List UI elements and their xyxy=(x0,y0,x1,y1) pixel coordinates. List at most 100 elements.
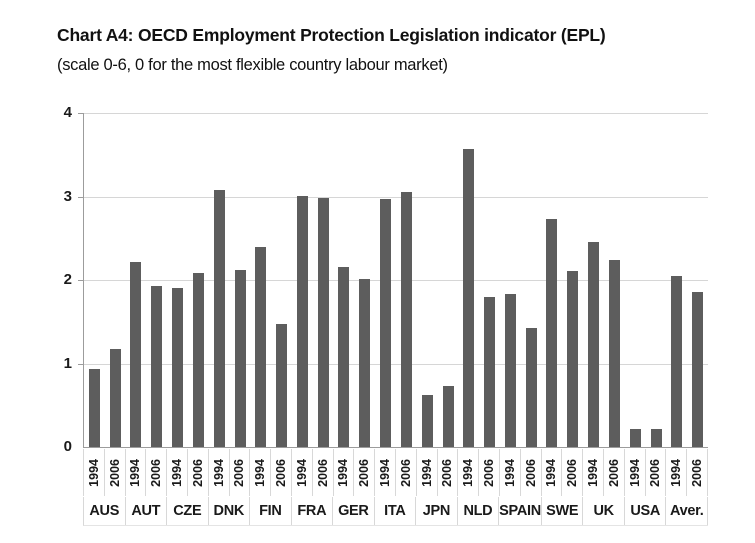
bar-cze-1994 xyxy=(171,288,183,447)
year-label-cell: 2006 xyxy=(438,449,459,496)
year-label-cell: 1994 xyxy=(542,449,563,496)
country-label-nld: NLD xyxy=(458,497,500,525)
year-label-cell: 2006 xyxy=(230,449,251,496)
year-label-cell: 1994 xyxy=(583,449,604,496)
gridline-3 xyxy=(84,196,708,198)
country-label-aus: AUS xyxy=(84,497,126,525)
y-axis-tick xyxy=(78,113,83,114)
year-label-cell: 1994 xyxy=(500,449,521,496)
year-label-cell: 1994 xyxy=(84,449,105,496)
year-label: 2006 xyxy=(440,458,455,487)
year-label-cell: 2006 xyxy=(188,449,209,496)
year-label-cell: 2006 xyxy=(521,449,542,496)
bar-fra-1994 xyxy=(296,195,308,447)
year-label: 2006 xyxy=(398,458,413,487)
bar-fin-2006 xyxy=(276,324,288,447)
bar-group-usa xyxy=(625,113,667,447)
year-label-cell: 1994 xyxy=(666,449,688,496)
bar-group-aus xyxy=(84,113,126,447)
year-label-cell: 1994 xyxy=(417,449,438,496)
year-label: 1994 xyxy=(253,458,268,487)
year-label: 2006 xyxy=(107,458,122,487)
year-label-cell: 1994 xyxy=(625,449,646,496)
bar-group-uk xyxy=(583,113,625,447)
year-label: 2006 xyxy=(190,458,205,487)
year-label-cell: 2006 xyxy=(313,449,334,496)
gridline-4 xyxy=(84,113,708,114)
gridline-1 xyxy=(84,363,708,365)
year-label-cell: 1994 xyxy=(209,449,230,496)
country-label-ita: ITA xyxy=(375,497,417,525)
year-label: 1994 xyxy=(586,458,601,487)
year-label: 2006 xyxy=(523,458,538,487)
year-label-cell: 2006 xyxy=(396,449,417,496)
year-label-cell: 1994 xyxy=(334,449,355,496)
bar-ger-1994 xyxy=(338,267,350,447)
year-label: 1994 xyxy=(336,458,351,487)
year-label-cell: 2006 xyxy=(687,449,708,496)
year-label-cell: 2006 xyxy=(354,449,376,496)
country-label-aut: AUT xyxy=(126,497,168,525)
y-tick-label-1: 1 xyxy=(63,354,72,372)
bar-group-ger xyxy=(334,113,376,447)
year-label: 1994 xyxy=(669,458,684,487)
year-label-cell: 1994 xyxy=(167,449,188,496)
bar-group-swe xyxy=(542,113,584,447)
bar-aut-1994 xyxy=(130,262,142,447)
country-label-dnk: DNK xyxy=(209,497,251,525)
bar-uk-1994 xyxy=(587,241,599,447)
year-label: 1994 xyxy=(461,458,476,487)
year-label-cell: 2006 xyxy=(604,449,625,496)
year-label: 2006 xyxy=(482,458,497,487)
bar-group-fin xyxy=(250,113,292,447)
year-label: 2006 xyxy=(565,458,580,487)
year-label-cell: 2006 xyxy=(479,449,500,496)
bar-fin-1994 xyxy=(255,246,267,447)
bar-group-dnk xyxy=(209,113,251,447)
bar-dnk-2006 xyxy=(234,269,246,447)
bar-usa-2006 xyxy=(650,429,662,447)
y-tick-label-4: 4 xyxy=(63,104,72,121)
year-label-cell: 1994 xyxy=(375,449,396,496)
year-label: 1994 xyxy=(170,458,185,487)
bar-usa-1994 xyxy=(629,429,641,447)
bar-spain-2006 xyxy=(525,328,537,447)
year-label-cell: 1994 xyxy=(292,449,313,496)
country-label-fin: FIN xyxy=(250,497,292,525)
bar-swe-2006 xyxy=(567,270,579,447)
bar-aver-2006 xyxy=(692,291,704,447)
x-axis-year-labels: 1994 2006 1994 2006 1994 2006 1994 2006 1994 2006… xyxy=(83,449,708,496)
bar-jpn-1994 xyxy=(421,395,433,447)
bar-ger-2006 xyxy=(359,279,371,447)
year-label: 2006 xyxy=(357,458,372,487)
bar-group-aut xyxy=(126,113,168,447)
bar-aus-1994 xyxy=(88,368,100,447)
bar-group-jpn xyxy=(417,113,459,447)
year-label-cell: 1994 xyxy=(126,449,147,496)
y-axis-tick xyxy=(78,196,83,198)
year-label: 2006 xyxy=(149,458,164,487)
bar-aut-2006 xyxy=(151,285,163,447)
bar-group-spain xyxy=(500,113,542,447)
year-label: 1994 xyxy=(544,458,559,487)
bar-swe-1994 xyxy=(546,219,558,447)
bar-nld-2006 xyxy=(484,296,496,447)
country-label-cze: CZE xyxy=(167,497,209,525)
gridline-2 xyxy=(84,280,708,281)
plot-area xyxy=(83,113,708,448)
y-tick-label-2: 2 xyxy=(63,271,72,288)
year-label: 1994 xyxy=(502,458,517,487)
bar-aus-2006 xyxy=(109,349,121,447)
year-label: 2006 xyxy=(606,458,621,487)
year-label: 2006 xyxy=(648,458,663,487)
bar-ita-2006 xyxy=(400,192,412,447)
country-label-aver: Aver. xyxy=(666,497,708,525)
year-label-cell: 2006 xyxy=(562,449,584,496)
bar-dnk-1994 xyxy=(213,189,225,447)
country-label-jpn: JPN xyxy=(416,497,458,525)
country-label-spain: SPAIN xyxy=(499,497,542,525)
chart-subtitle: (scale 0-6, 0 for the most flexible coun… xyxy=(57,56,448,74)
y-axis-tick xyxy=(78,280,83,281)
year-label-cell: 2006 xyxy=(146,449,168,496)
year-label: 2006 xyxy=(690,458,704,487)
